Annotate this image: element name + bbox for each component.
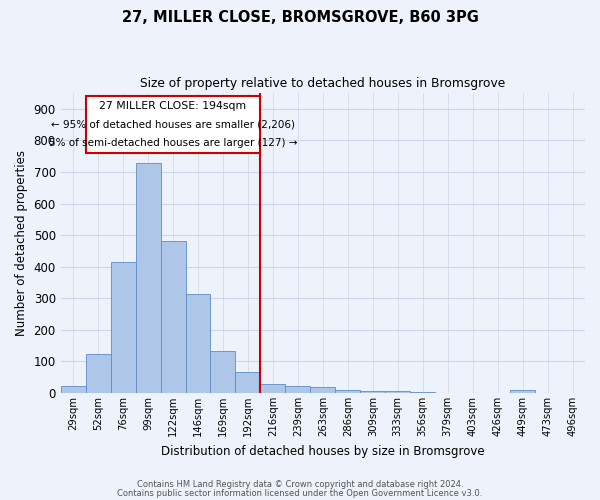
Bar: [260, 384, 286, 393]
Bar: [185, 294, 211, 393]
Bar: [86, 96, 260, 153]
Bar: [410, 392, 435, 393]
Bar: [360, 392, 385, 393]
Text: 27, MILLER CLOSE, BROMSGROVE, B60 3PG: 27, MILLER CLOSE, BROMSGROVE, B60 3PG: [122, 10, 478, 25]
Y-axis label: Number of detached properties: Number of detached properties: [15, 150, 28, 336]
Text: Contains public sector information licensed under the Open Government Licence v3: Contains public sector information licen…: [118, 488, 482, 498]
Text: ← 95% of detached houses are smaller (2,206): ← 95% of detached houses are smaller (2,…: [51, 120, 295, 130]
X-axis label: Distribution of detached houses by size in Bromsgrove: Distribution of detached houses by size …: [161, 444, 485, 458]
Bar: [510, 390, 535, 393]
Bar: [335, 390, 360, 393]
Text: 27 MILLER CLOSE: 194sqm: 27 MILLER CLOSE: 194sqm: [100, 102, 247, 112]
Text: Contains HM Land Registry data © Crown copyright and database right 2024.: Contains HM Land Registry data © Crown c…: [137, 480, 463, 489]
Bar: [310, 386, 335, 393]
Bar: [161, 242, 185, 393]
Bar: [136, 162, 161, 393]
Bar: [385, 392, 410, 393]
Bar: [211, 351, 235, 393]
Bar: [61, 386, 86, 393]
Title: Size of property relative to detached houses in Bromsgrove: Size of property relative to detached ho…: [140, 78, 505, 90]
Text: 5% of semi-detached houses are larger (127) →: 5% of semi-detached houses are larger (1…: [49, 138, 297, 148]
Bar: [286, 386, 310, 393]
Bar: [110, 262, 136, 393]
Bar: [235, 372, 260, 393]
Bar: [86, 354, 110, 393]
